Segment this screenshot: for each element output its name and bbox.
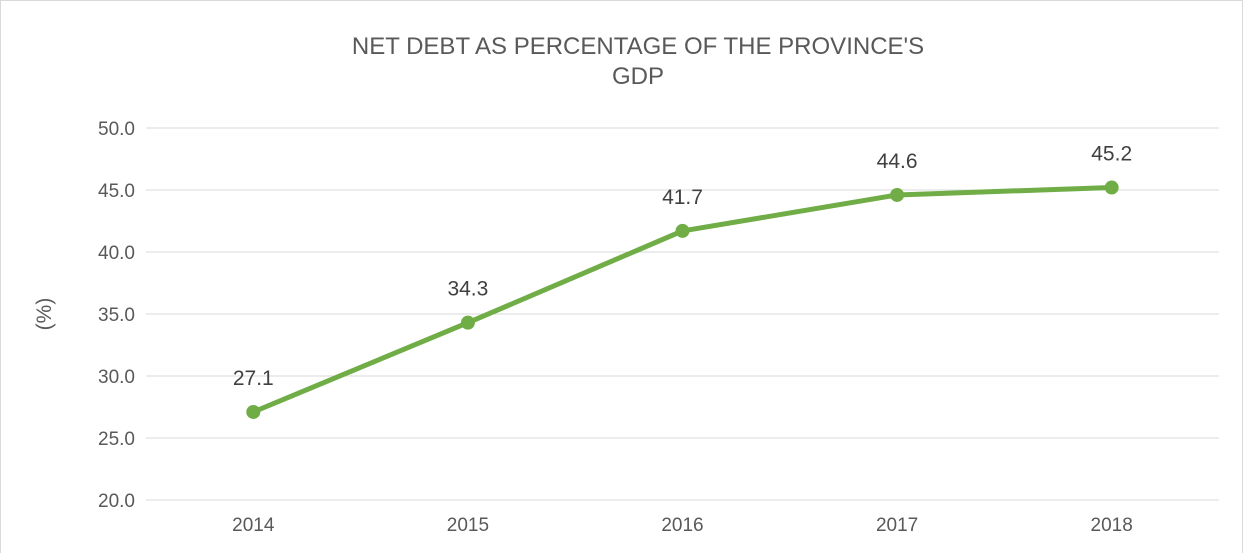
data-labels: 27.1 34.3 41.7 44.6 45.2 [233,143,1132,390]
data-point [246,404,261,419]
y-axis-ticks: 20.0 25.0 30.0 35.0 40.0 45.0 50.0 [98,119,135,512]
data-label: 41.7 [662,186,703,209]
x-tick-label: 2018 [1091,515,1133,536]
data-point [460,315,475,330]
y-tick-label: 45.0 [98,181,135,202]
y-tick-label: 35.0 [98,305,135,326]
gridlines [146,127,1219,501]
y-tick-label: 50.0 [98,119,135,140]
chart-title-line-2: GDP [612,63,664,90]
y-tick-label: 30.0 [98,367,135,388]
x-axis-ticks: 2014 2015 2016 2017 2018 [232,515,1133,536]
y-tick-label: 40.0 [98,243,135,264]
data-point [1104,180,1119,195]
series-line-path [250,185,1115,415]
y-tick-label: 25.0 [98,429,135,450]
data-label: 34.3 [447,278,488,301]
data-label: 27.1 [233,367,274,390]
y-axis-title: (%) [33,298,56,331]
x-tick-label: 2016 [661,515,703,536]
data-point [675,223,690,238]
data-point [890,187,905,202]
series-line [246,180,1119,419]
chart-title-line-1: NET DEBT AS PERCENTAGE OF THE PROVINCE'S [352,33,924,60]
x-tick-label: 2017 [876,515,918,536]
x-tick-label: 2015 [447,515,489,536]
y-tick-label: 20.0 [98,491,135,512]
data-label: 45.2 [1091,143,1132,166]
data-label: 44.6 [877,150,918,173]
x-tick-label: 2014 [232,515,275,536]
